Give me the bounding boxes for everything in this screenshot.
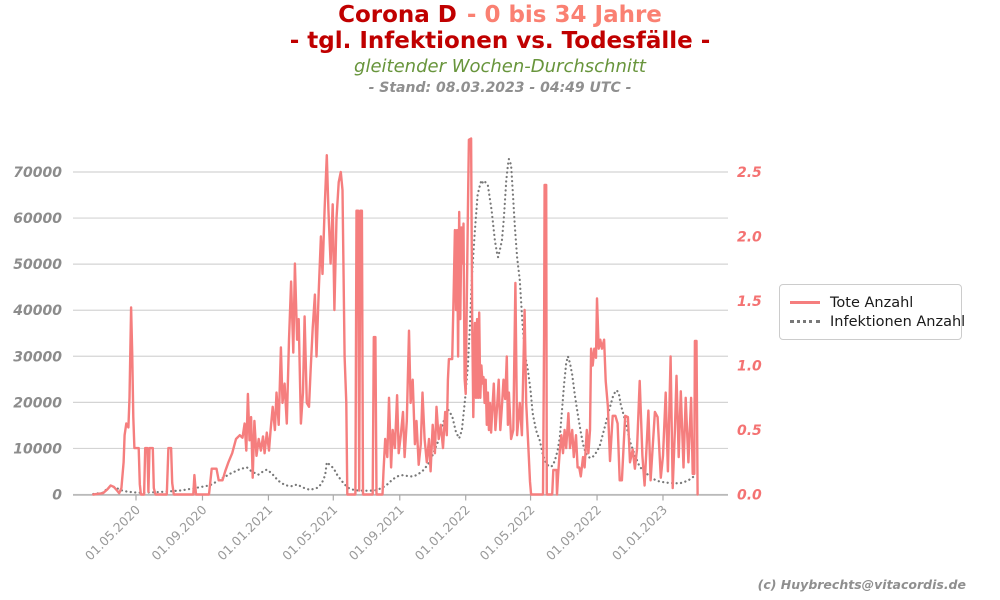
y-left-tick-label: 60000 <box>13 211 62 227</box>
y-left-tick-label: 30000 <box>13 349 62 365</box>
solid-line-icon <box>790 301 820 304</box>
y-left-tick-label: 0 <box>52 488 62 504</box>
series-line-tote <box>92 137 699 496</box>
x-tick-label: 01.05.2021 <box>279 502 340 563</box>
x-tick-label: 01.05.2020 <box>82 502 143 563</box>
title-line2: - tgl. Infektionen vs. Todesfälle - <box>289 27 711 54</box>
status-timestamp: - Stand: 08.03.2023 - 04:49 UTC - <box>368 79 632 96</box>
series-line-infektionen <box>92 158 699 496</box>
dotted-line-icon <box>790 320 820 323</box>
copyright-credit: (c) Huybrechts@vitacordis.de <box>757 577 966 592</box>
title-age-group: - 0 bis 34 Jahre <box>466 2 662 28</box>
chart-header: Corona D - 0 bis 34 Jahre - tgl. Infektio… <box>0 2 1000 96</box>
legend-item-infektionen: Infektionen Anzahl <box>790 313 965 330</box>
x-tick-label: 01.09.2020 <box>148 502 209 563</box>
y-left-tick-label: 10000 <box>13 441 62 457</box>
legend-label-infektionen: Infektionen Anzahl <box>830 313 966 330</box>
legend-label-tote: Tote Anzahl <box>830 294 914 311</box>
y-right-tick-label: 1.0 <box>737 359 762 375</box>
y-left-tick-label: 70000 <box>13 165 62 181</box>
y-right-tick-label: 2.5 <box>737 165 762 181</box>
y-right-tick-label: 2.0 <box>737 230 762 246</box>
x-tick-label: 01.05.2022 <box>476 502 537 563</box>
x-tick-label: 01.01.2021 <box>214 502 275 563</box>
y-right-tick-label: 0.5 <box>737 423 762 439</box>
subtitle: gleitender Wochen-Durchschnitt <box>354 55 646 77</box>
y-left-tick-label: 20000 <box>13 395 62 411</box>
page-title: Corona D - 0 bis 34 Jahre <box>0 2 1000 29</box>
legend-item-tote: Tote Anzahl <box>790 294 961 311</box>
y-left-tick-label: 40000 <box>12 303 62 319</box>
x-tick-label: 01.01.2023 <box>609 502 670 563</box>
y-left-tick-label: 50000 <box>13 257 62 273</box>
x-tick-label: 01.01.2022 <box>412 502 473 563</box>
title-main: Corona D <box>338 2 457 28</box>
legend: Tote Anzahl Infektionen Anzahl <box>779 284 965 340</box>
y-right-tick-label: 1.5 <box>737 294 762 310</box>
x-tick-label: 01.09.2022 <box>543 502 604 563</box>
x-tick-label: 01.09.2021 <box>346 502 407 563</box>
y-right-tick-label: 0.0 <box>737 488 762 504</box>
